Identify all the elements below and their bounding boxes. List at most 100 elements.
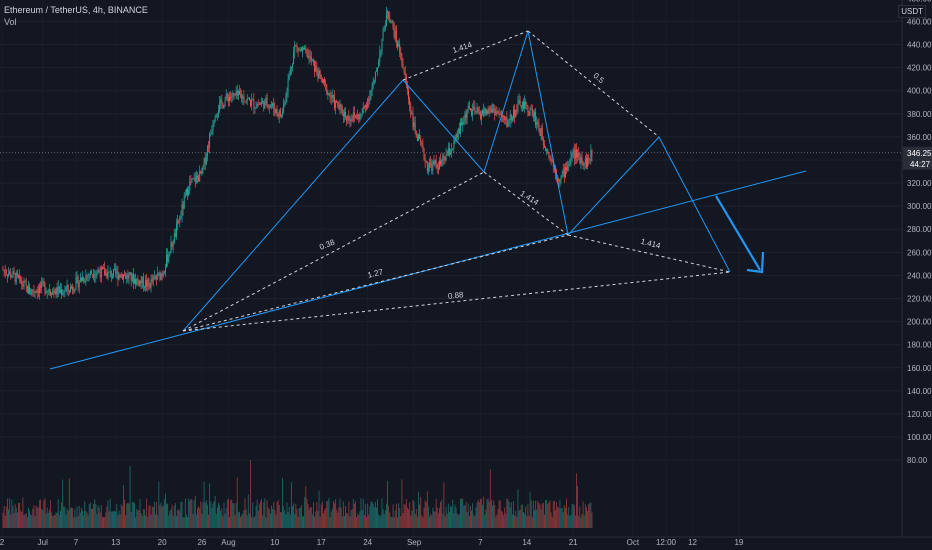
volume-bar — [416, 516, 418, 528]
volume-bar — [185, 514, 187, 528]
candle-body — [57, 286, 59, 295]
volume-bar — [88, 504, 90, 528]
price-tick-label: 140.00 — [907, 387, 932, 396]
candle-body — [362, 106, 364, 114]
candle-body — [285, 95, 287, 104]
candle-body — [115, 268, 117, 274]
price-tick-label: 260.00 — [907, 248, 932, 257]
volume-bar — [369, 506, 371, 528]
volume-bar — [37, 507, 39, 528]
volume-bar — [558, 507, 560, 528]
volume-bar — [549, 500, 551, 528]
candle-body — [411, 113, 413, 115]
volume-bar — [45, 513, 47, 528]
volume-bar — [68, 478, 70, 528]
volume-bar — [233, 503, 235, 528]
time-tick-label: 7 — [478, 538, 483, 547]
volume-bar — [115, 511, 117, 528]
candle-body — [343, 112, 345, 117]
volume-bar — [252, 502, 254, 528]
volume-bar — [32, 508, 34, 528]
volume-bar — [380, 514, 382, 528]
candle-body — [69, 286, 71, 293]
candle-body — [404, 72, 406, 76]
volume-bar — [527, 504, 529, 528]
ratio-line-xl — [182, 234, 569, 332]
candle-body — [318, 70, 320, 79]
volume-bar — [222, 516, 224, 528]
currency-unit-label[interactable]: USDT — [898, 5, 926, 18]
candle-body — [560, 176, 562, 180]
volume-bar — [8, 509, 9, 528]
volume-bar — [526, 516, 528, 528]
candle-body — [149, 283, 151, 288]
volume-bar — [388, 505, 390, 528]
volume-bar — [425, 501, 427, 528]
candle-body — [21, 281, 23, 285]
candle-body — [19, 275, 21, 278]
volume-bar — [67, 510, 69, 528]
volume-bar — [261, 498, 263, 528]
candle-body — [82, 277, 84, 281]
candle-body — [252, 99, 254, 101]
volume-bar — [263, 502, 265, 528]
candle-body — [260, 103, 261, 105]
volume-bar — [497, 509, 499, 528]
volume-bar — [170, 509, 172, 528]
candle-body — [440, 160, 442, 165]
volume-bar — [10, 514, 12, 528]
volume-bar — [47, 512, 49, 528]
candle-body — [406, 84, 408, 90]
candle-body — [15, 272, 17, 282]
volume-bar — [55, 512, 57, 528]
price-tick-label: 220.00 — [907, 295, 932, 304]
candle-body — [305, 47, 307, 51]
volume-bar — [531, 516, 533, 528]
volume-bar — [463, 505, 465, 528]
volume-bar — [43, 500, 45, 528]
candle-body — [209, 134, 211, 148]
volume-bar — [363, 514, 365, 528]
candle-body — [403, 68, 405, 73]
volume-bar — [194, 496, 196, 528]
volume-bar — [306, 498, 308, 528]
volume-bar — [225, 508, 227, 528]
candle-body — [145, 280, 146, 287]
candle-body — [454, 139, 456, 141]
candle-body — [213, 121, 215, 126]
volume-bar — [132, 501, 134, 528]
candle-body — [536, 121, 538, 126]
volume-bar — [288, 506, 290, 528]
candle-body — [564, 167, 566, 177]
candle-body — [210, 133, 212, 135]
volume-bar — [240, 516, 242, 528]
candle-body — [289, 68, 291, 76]
candle-body — [341, 107, 343, 114]
volume-bar — [139, 499, 141, 528]
price-axis: 80.00 100.00 120.00 140.00 160.00 180.00 200.0… — [901, 0, 932, 537]
candle-body — [421, 142, 423, 145]
volume-bar — [508, 501, 510, 528]
candle-body — [141, 276, 143, 284]
volume-bar — [11, 499, 13, 528]
volume-bar — [79, 512, 81, 528]
candle-body — [239, 90, 240, 95]
candle-body — [97, 270, 99, 273]
candle-body — [376, 70, 377, 72]
candle-body — [399, 44, 401, 53]
volume-bar — [245, 509, 247, 528]
candle-body — [106, 272, 108, 279]
volume-bar — [63, 506, 65, 528]
candle-body — [23, 281, 25, 287]
volume-bar — [121, 506, 123, 528]
candle-body — [451, 149, 453, 154]
candle-body — [168, 255, 170, 262]
candle-body — [357, 113, 359, 119]
volume-bar — [577, 485, 579, 528]
candle-body — [94, 276, 96, 278]
candle-body — [379, 52, 381, 62]
volume-bar — [145, 515, 146, 528]
volume-bar — [562, 512, 564, 528]
